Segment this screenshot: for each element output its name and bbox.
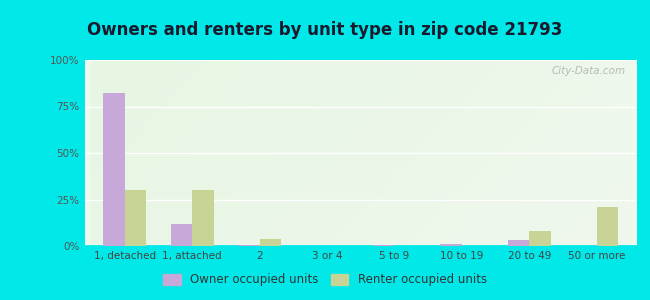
Bar [171,224,192,246]
Bar [125,190,146,246]
Bar [508,240,529,246]
Bar [440,244,461,246]
Bar [238,244,260,246]
Legend: Owner occupied units, Renter occupied units: Owner occupied units, Renter occupied un… [159,269,491,291]
Bar [529,231,551,246]
Text: City-Data.com: City-Data.com [552,66,626,76]
Text: Owners and renters by unit type in zip code 21793: Owners and renters by unit type in zip c… [87,21,563,39]
Bar [260,238,281,246]
Bar [103,94,125,246]
Bar [192,190,214,246]
Bar [597,207,618,246]
Bar [373,245,395,246]
